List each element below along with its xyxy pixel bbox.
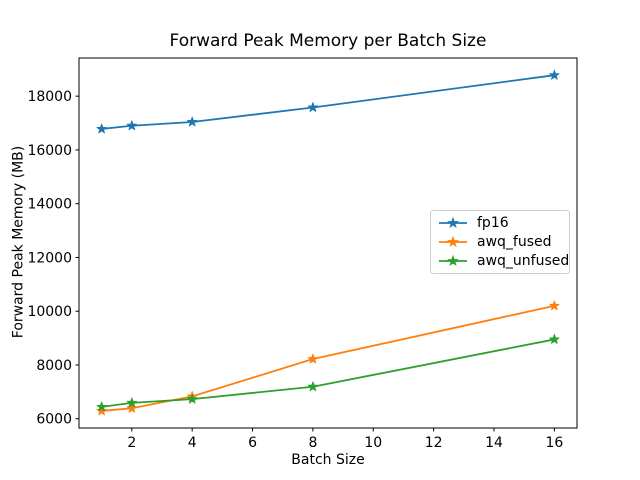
svg-text:14: 14 — [485, 435, 503, 451]
svg-text:12000: 12000 — [27, 250, 72, 266]
legend-label: awq_fused — [477, 233, 552, 250]
legend-item-awq-fused: awq_fused — [438, 234, 562, 250]
legend-label: awq_unfused — [477, 252, 570, 269]
svg-text:14000: 14000 — [27, 197, 72, 213]
svg-text:8000: 8000 — [36, 358, 72, 374]
svg-text:8: 8 — [308, 435, 317, 451]
svg-text:10000: 10000 — [27, 304, 72, 320]
chart-title: Forward Peak Memory per Batch Size — [169, 31, 487, 51]
legend-item-awq-unfused: awq_unfused — [438, 253, 569, 269]
legend-item-fp16: fp16 — [438, 215, 562, 231]
line-star-marker-icon — [439, 235, 467, 248]
svg-text:16: 16 — [545, 435, 563, 451]
svg-text:4: 4 — [188, 435, 197, 451]
x-axis-label: Batch Size — [291, 452, 365, 468]
line-star-marker-icon — [439, 254, 467, 266]
svg-text:12: 12 — [425, 435, 443, 451]
legend-label: fp16 — [477, 215, 509, 232]
svg-text:10: 10 — [364, 435, 382, 451]
svg-text:18000: 18000 — [27, 89, 72, 105]
svg-text:6000: 6000 — [36, 412, 72, 428]
svg-text:2: 2 — [127, 435, 136, 451]
svg-text:16000: 16000 — [27, 143, 72, 159]
svg-text:6: 6 — [248, 435, 257, 451]
line-star-marker-icon — [439, 217, 467, 229]
legend: fp16 awq_fused awq_unfused — [430, 210, 570, 274]
